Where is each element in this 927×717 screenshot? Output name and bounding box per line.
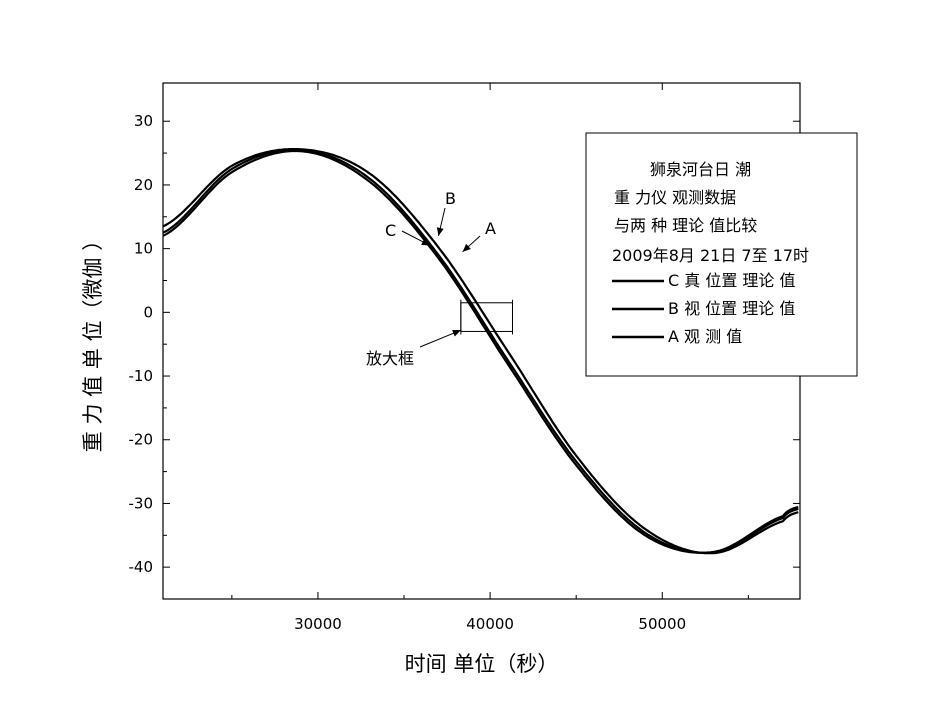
series-layer: [162, 148, 799, 555]
legend-label-b: B 视 位置 理论 值: [668, 299, 795, 318]
annotation-arrowhead: [452, 329, 461, 337]
plot-area: A B C 放大框: [162, 82, 801, 600]
legend-title-line: 狮泉河台日 潮: [650, 160, 751, 179]
annotation-arrowhead: [436, 227, 444, 236]
x-axis-title: 时间 单位（秒）: [405, 652, 559, 676]
annotation-label: B: [445, 189, 456, 208]
series-line-a: [162, 148, 799, 555]
annotation-label: A: [485, 219, 496, 238]
y-tick-label: 10: [134, 240, 153, 258]
legend-label-c: C 真 位置 理论 值: [668, 271, 796, 290]
annotation-arrowhead: [421, 238, 430, 246]
annotation-label: C: [385, 221, 396, 240]
y-tick-label: -40: [129, 558, 154, 576]
y-axis: 30 20 10 0 -10 -20 -30 -40: [129, 112, 800, 576]
annotation-arrowhead: [462, 243, 471, 252]
y-tick-label: -20: [129, 431, 154, 449]
x-tick-label: 50000: [638, 615, 686, 633]
y-tick-label: 30: [134, 112, 153, 130]
y-tick-label: 0: [143, 303, 153, 321]
y-axis-title: 重 力 值 单 位（微伽 ）: [81, 230, 105, 452]
y-tick-label: -10: [129, 367, 154, 385]
legend-title-line: 与两 种 理论 值比较: [614, 216, 757, 235]
legend-title-line: 重 力仪 观测数据: [614, 188, 736, 207]
annotation-layer: A B C 放大框: [366, 189, 513, 368]
legend-box: [585, 132, 858, 377]
x-tick-label: 30000: [294, 615, 342, 633]
legend-title-line: 2009年8月 21日 7至 17时: [612, 246, 809, 265]
y-tick-label: 20: [134, 176, 153, 194]
y-tick-label: -30: [129, 494, 154, 512]
annotation-label: 放大框: [366, 349, 414, 368]
legend: 狮泉河台日 潮 重 力仪 观测数据 与两 种 理论 值比较 2009年8月 21…: [585, 132, 858, 377]
x-axis: 30000 40000 50000: [231, 83, 749, 633]
x-tick-label: 40000: [466, 615, 514, 633]
legend-label-a: A 观 测 值: [668, 327, 742, 346]
